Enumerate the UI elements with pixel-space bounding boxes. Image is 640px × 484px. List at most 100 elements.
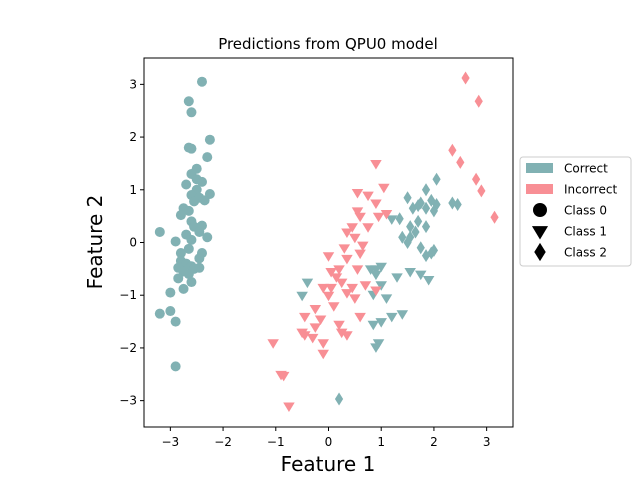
class-0-correct-point (175, 248, 186, 259)
class-1-incorrect-point (346, 223, 358, 233)
legend-label-class-1: Class 1 (564, 225, 607, 239)
class-1-incorrect-point (322, 252, 335, 262)
class-0-correct-point (170, 316, 181, 327)
class-1-incorrect-point (322, 291, 335, 302)
x-tick-label: 1 (377, 435, 385, 449)
class-0-correct-point (183, 269, 194, 280)
class-2-correct-point (414, 214, 423, 228)
class-2-correct-point (421, 183, 431, 197)
x-tick-label: 0 (325, 435, 333, 449)
class-2-correct-point (429, 204, 439, 218)
class-1-incorrect-point (354, 212, 366, 223)
class-2-correct-point (421, 220, 431, 234)
class-2-correct-point (408, 201, 417, 215)
class-1-incorrect-point (325, 268, 337, 278)
y-tick-label: −2 (119, 341, 137, 355)
class-2-incorrect-point (474, 94, 483, 108)
class-1-incorrect-point (362, 223, 374, 233)
class-1-correct-point (380, 294, 393, 304)
legend-marker-class-2 (534, 242, 546, 262)
class-1-correct-point (370, 343, 382, 353)
class-0-correct-point (199, 195, 210, 206)
class-1-incorrect-point (370, 286, 382, 296)
class-2-correct-point (406, 220, 415, 234)
class-1-incorrect-point (351, 207, 364, 217)
class-1-incorrect-point (349, 233, 361, 244)
class-2-incorrect-point (490, 210, 499, 224)
class-1-incorrect-point (267, 339, 279, 349)
class-2-correct-point (416, 241, 425, 255)
class-2-incorrect-point (461, 71, 470, 85)
class-1-incorrect-point (362, 191, 374, 202)
class-0-correct-point (175, 210, 186, 221)
class-0-correct-point (196, 176, 207, 187)
class-1-correct-point (370, 270, 382, 281)
legend-label-correct: Correct (564, 162, 608, 176)
class-1-correct-point (391, 273, 403, 283)
class-1-incorrect-point (341, 254, 353, 265)
class-1-correct-point (422, 275, 435, 286)
legend-label-incorrect: Incorrect (564, 183, 617, 197)
class-2-correct-point (403, 191, 412, 205)
class-0-correct-point (165, 287, 176, 298)
class-1-correct-point (396, 310, 409, 320)
class-0-correct-point (173, 273, 184, 284)
class-0-correct-point (183, 243, 194, 254)
class-1-incorrect-point (333, 320, 345, 331)
class-0-correct-point (202, 232, 213, 243)
class-0-correct-point (204, 134, 215, 145)
class-1-incorrect-point (378, 183, 390, 194)
class-2-incorrect-point (477, 184, 486, 198)
class-0-correct-point (154, 308, 165, 319)
class-1-incorrect-point (335, 328, 348, 339)
class-1-incorrect-point (325, 283, 337, 294)
y-tick-label: −1 (119, 288, 137, 302)
y-tick-label: 0 (129, 236, 137, 250)
class-1-incorrect-point (277, 371, 290, 382)
class-2-correct-point (406, 230, 415, 244)
class-1-incorrect-point (341, 331, 353, 341)
class-2-correct-point (421, 201, 431, 215)
class-0-correct-point (181, 179, 192, 190)
legend: Correct Incorrect Class 0 Class 1 Class 2 (519, 156, 632, 267)
class-1-incorrect-point (317, 349, 329, 360)
class-1-incorrect-point (317, 283, 329, 294)
class-1-incorrect-point (309, 323, 322, 333)
class-2-correct-point (334, 392, 344, 406)
class-2-correct-point (432, 198, 441, 212)
x-axis-label: Feature 1 (281, 452, 376, 476)
class-1-incorrect-point (370, 199, 382, 210)
class-0-correct-point (183, 96, 194, 107)
class-0-correct-point (170, 361, 181, 372)
class-1-incorrect-point (359, 281, 372, 291)
class-0-correct-point (202, 152, 213, 163)
class-1-incorrect-point (354, 312, 366, 323)
class-0-correct-point (189, 196, 200, 207)
legend-label-class-0: Class 0 (564, 204, 607, 218)
chart-title: Predictions from QPU0 model (218, 35, 438, 53)
x-tick-label: 2 (430, 435, 438, 449)
y-tick-label: −3 (119, 394, 137, 408)
class-1-correct-point (367, 320, 380, 331)
class-1-incorrect-point (283, 402, 295, 412)
class-1-incorrect-point (299, 312, 311, 323)
y-axis: −3 −2 −1 0 1 2 3 (119, 77, 144, 408)
class-1-incorrect-point (357, 241, 369, 252)
class-1-incorrect-point (317, 339, 329, 349)
class-2-correct-point (427, 193, 436, 207)
class-2-correct-point (398, 230, 407, 244)
legend-marker-class-1 (531, 226, 549, 240)
class-1-incorrect-point (306, 333, 319, 344)
class-1-incorrect-point (330, 273, 343, 283)
class-0-correct-point (170, 236, 181, 247)
class-2-correct-point (448, 196, 457, 210)
x-tick-label: −1 (267, 435, 285, 449)
class-1-incorrect-point (354, 249, 366, 260)
class-1-correct-point (375, 262, 387, 273)
class-1-incorrect-point (346, 283, 358, 294)
class-0-correct-point (196, 76, 207, 87)
class-1-incorrect-point (370, 159, 382, 170)
class-0-correct-point (186, 277, 197, 288)
class-1-incorrect-point (351, 265, 364, 275)
